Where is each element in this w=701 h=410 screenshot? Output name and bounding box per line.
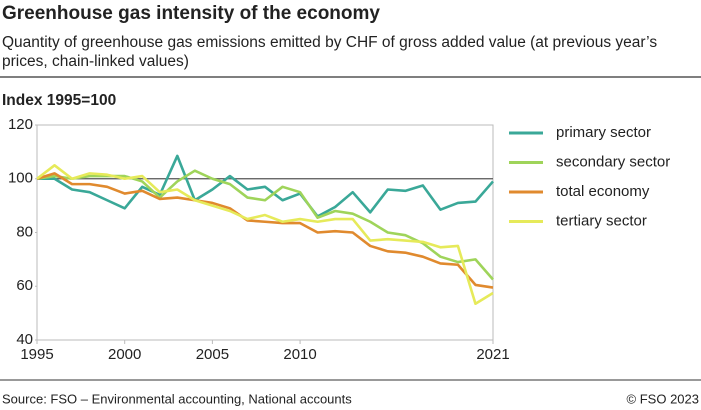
x-tick-label: 2010	[283, 346, 316, 363]
legend-label: secondary sector	[556, 153, 670, 170]
y-axis-label: Index 1995=100	[2, 92, 116, 109]
x-tick-label: 2005	[196, 346, 229, 363]
y-tick-label: 60	[16, 277, 33, 294]
x-tick-label: 2021	[476, 346, 509, 363]
y-tick-label: 120	[8, 116, 33, 133]
copyright: © FSO 2023	[627, 391, 699, 406]
series-line	[36, 164, 494, 306]
plot-frame	[36, 124, 494, 341]
chart-subtitle: Quantity of greenhouse gas emissions emi…	[2, 34, 657, 51]
y-tick-label: 40	[16, 331, 33, 348]
legend-label: tertiary sector	[556, 212, 647, 229]
chart-title: Greenhouse gas intensity of the economy	[2, 3, 380, 24]
y-tick-label: 80	[16, 223, 33, 240]
series-line	[37, 154, 494, 218]
chart-subtitle: prices, chain-linked values)	[2, 53, 189, 70]
legend-label: total economy	[556, 183, 650, 200]
source: Source: FSO – Environmental accounting, …	[2, 391, 352, 406]
y-tick-label: 100	[8, 170, 33, 187]
legend-label: primary sector	[556, 124, 651, 141]
series-line	[36, 172, 494, 289]
x-tick-label: 2000	[108, 346, 141, 363]
x-tick-label: 1995	[20, 346, 53, 363]
